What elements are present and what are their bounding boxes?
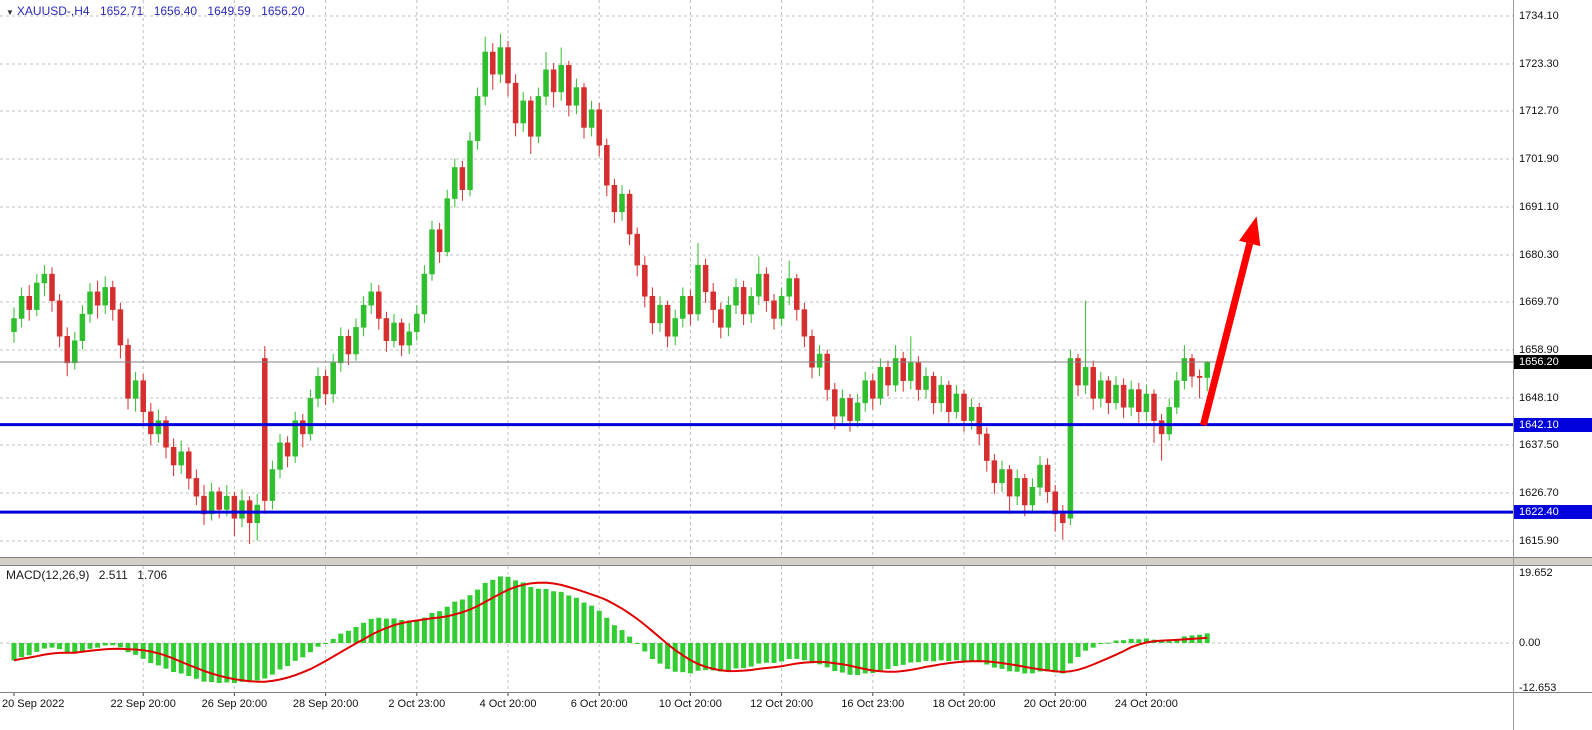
high-value: 1656.40 — [153, 4, 198, 18]
macd-name: MACD(12,26,9) — [6, 568, 90, 582]
macd-main-value: 2.511 — [98, 568, 128, 582]
time-axis-label: 4 Oct 20:00 — [479, 698, 537, 710]
price-axis-label: 1626.70 — [1519, 487, 1559, 500]
support-line-tag-1: 1642.10 — [1514, 417, 1592, 432]
time-axis-label: 26 Sep 20:00 — [201, 698, 268, 710]
time-axis-label: 20 Sep 2022 — [2, 698, 65, 710]
price-axis-label: 1691.10 — [1519, 200, 1559, 213]
time-axis-label: 20 Oct 20:00 — [1023, 698, 1087, 710]
symbol-period-label: XAUUSD-,H4 — [16, 4, 90, 18]
support-line-tag-2: 1622.40 — [1514, 505, 1592, 520]
low-value: 1649.59 — [207, 4, 251, 18]
time-axis-label: 24 Oct 20:00 — [1114, 698, 1178, 710]
price-axis-label: 1701.90 — [1519, 153, 1559, 166]
up-arrow-annotation[interactable] — [1239, 216, 1261, 247]
pane-separator[interactable] — [0, 557, 1592, 566]
current-price-tag: 1656.20 — [1514, 355, 1592, 369]
close-value: 1656.20 — [261, 4, 305, 18]
time-axis-label: 16 Oct 23:00 — [841, 698, 905, 710]
time-axis[interactable]: 20 Sep 2022 22 Sep 20:00 26 Sep 20:00 28 Se… — [0, 692, 1513, 730]
price-axis-label: 1734.10 — [1519, 10, 1559, 22]
macd-axis-label: 19.652 — [1519, 567, 1553, 579]
time-axis-label: 2 Oct 23:00 — [388, 698, 446, 710]
price-axis-label: 1658.90 — [1519, 344, 1559, 356]
macd-signal-value: 1.706 — [137, 568, 168, 582]
price-axis[interactable]: 1656.20 1642.10 1622.40 1734.10 1723.30 17… — [1514, 0, 1592, 730]
collapse-triangle-icon[interactable]: ▼ — [6, 8, 14, 17]
time-axis-label: 18 Oct 20:00 — [932, 698, 996, 710]
macd-axis-label: -12.653 — [1519, 682, 1557, 695]
price-axis-label: 1712.70 — [1519, 105, 1559, 118]
time-axis-separator — [0, 692, 1592, 693]
price-axis-label: 1615.90 — [1519, 535, 1559, 547]
price-axis-label: 1669.70 — [1519, 296, 1559, 309]
open-value: 1652.71 — [99, 4, 144, 18]
time-axis-label: 12 Oct 20:00 — [750, 698, 814, 710]
price-axis-label: 1648.10 — [1519, 391, 1559, 404]
macd-indicator-label: MACD(12,26,9) 2.511 1.706 — [6, 568, 173, 582]
time-axis-label: 22 Sep 20:00 — [110, 698, 176, 710]
price-axis-label: 1680.30 — [1519, 248, 1559, 261]
price-axis-divider — [1513, 0, 1514, 730]
price-axis-label: 1723.30 — [1519, 57, 1559, 70]
macd-axis-label: 0.00 — [1519, 637, 1541, 649]
time-axis-label: 10 Oct 20:00 — [658, 698, 722, 710]
time-axis-label: 28 Sep 20:00 — [292, 698, 359, 710]
symbol-ohlc-label: ▼ XAUUSD-,H4 1652.71 1656.40 1649.59 1656… — [6, 4, 312, 18]
price-axis-label: 1637.50 — [1519, 439, 1559, 452]
time-axis-label: 6 Oct 20:00 — [570, 698, 628, 710]
